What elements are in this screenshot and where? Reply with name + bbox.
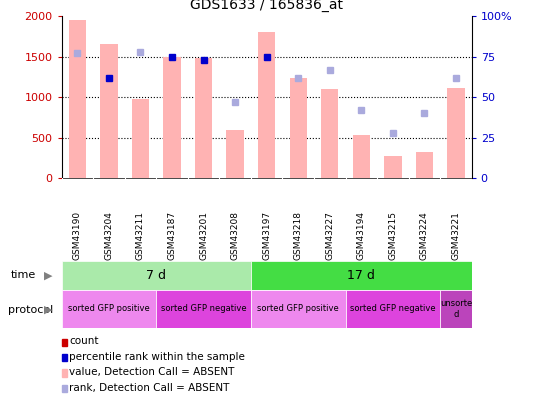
- Text: GSM43211: GSM43211: [136, 211, 145, 260]
- Text: ▶: ▶: [44, 271, 53, 280]
- Bar: [157, 290, 251, 328]
- Text: GSM43201: GSM43201: [199, 211, 208, 260]
- Bar: [251, 261, 472, 290]
- Text: sorted GFP positive: sorted GFP positive: [257, 304, 339, 313]
- Bar: [384, 156, 401, 178]
- Bar: [258, 32, 276, 178]
- Text: GSM43227: GSM43227: [325, 211, 334, 260]
- Bar: [353, 135, 370, 178]
- Bar: [100, 44, 117, 178]
- Text: GSM43187: GSM43187: [168, 211, 176, 260]
- Text: GSM43204: GSM43204: [105, 211, 114, 260]
- Text: GSM43224: GSM43224: [420, 211, 429, 260]
- Text: GSM43190: GSM43190: [73, 211, 82, 260]
- Bar: [321, 89, 338, 178]
- Bar: [416, 152, 433, 178]
- Bar: [132, 99, 149, 178]
- Title: GDS1633 / 165836_at: GDS1633 / 165836_at: [190, 0, 343, 13]
- Text: rank, Detection Call = ABSENT: rank, Detection Call = ABSENT: [69, 383, 230, 393]
- Text: ▶: ▶: [44, 305, 53, 315]
- Text: GSM43197: GSM43197: [262, 211, 271, 260]
- Text: 17 d: 17 d: [347, 269, 375, 282]
- Bar: [69, 20, 86, 178]
- Bar: [447, 88, 465, 178]
- Text: GSM43218: GSM43218: [294, 211, 303, 260]
- Bar: [346, 290, 440, 328]
- Text: sorted GFP positive: sorted GFP positive: [68, 304, 150, 313]
- Bar: [163, 57, 181, 178]
- Bar: [62, 290, 157, 328]
- Bar: [289, 78, 307, 178]
- Text: 7 d: 7 d: [146, 269, 166, 282]
- Text: sorted GFP negative: sorted GFP negative: [350, 304, 436, 313]
- Text: time: time: [11, 271, 36, 280]
- Text: GSM43221: GSM43221: [451, 211, 460, 260]
- Bar: [251, 290, 346, 328]
- Bar: [226, 130, 244, 178]
- Bar: [440, 290, 472, 328]
- Text: GSM43208: GSM43208: [230, 211, 240, 260]
- Text: GSM43215: GSM43215: [388, 211, 397, 260]
- Bar: [62, 261, 251, 290]
- Text: GSM43194: GSM43194: [357, 211, 366, 260]
- Text: sorted GFP negative: sorted GFP negative: [161, 304, 247, 313]
- Text: unsorte
d: unsorte d: [440, 299, 472, 318]
- Text: count: count: [69, 337, 99, 347]
- Text: percentile rank within the sample: percentile rank within the sample: [69, 352, 245, 362]
- Bar: [195, 58, 212, 178]
- Text: protocol: protocol: [8, 305, 53, 315]
- Text: value, Detection Call = ABSENT: value, Detection Call = ABSENT: [69, 367, 235, 377]
